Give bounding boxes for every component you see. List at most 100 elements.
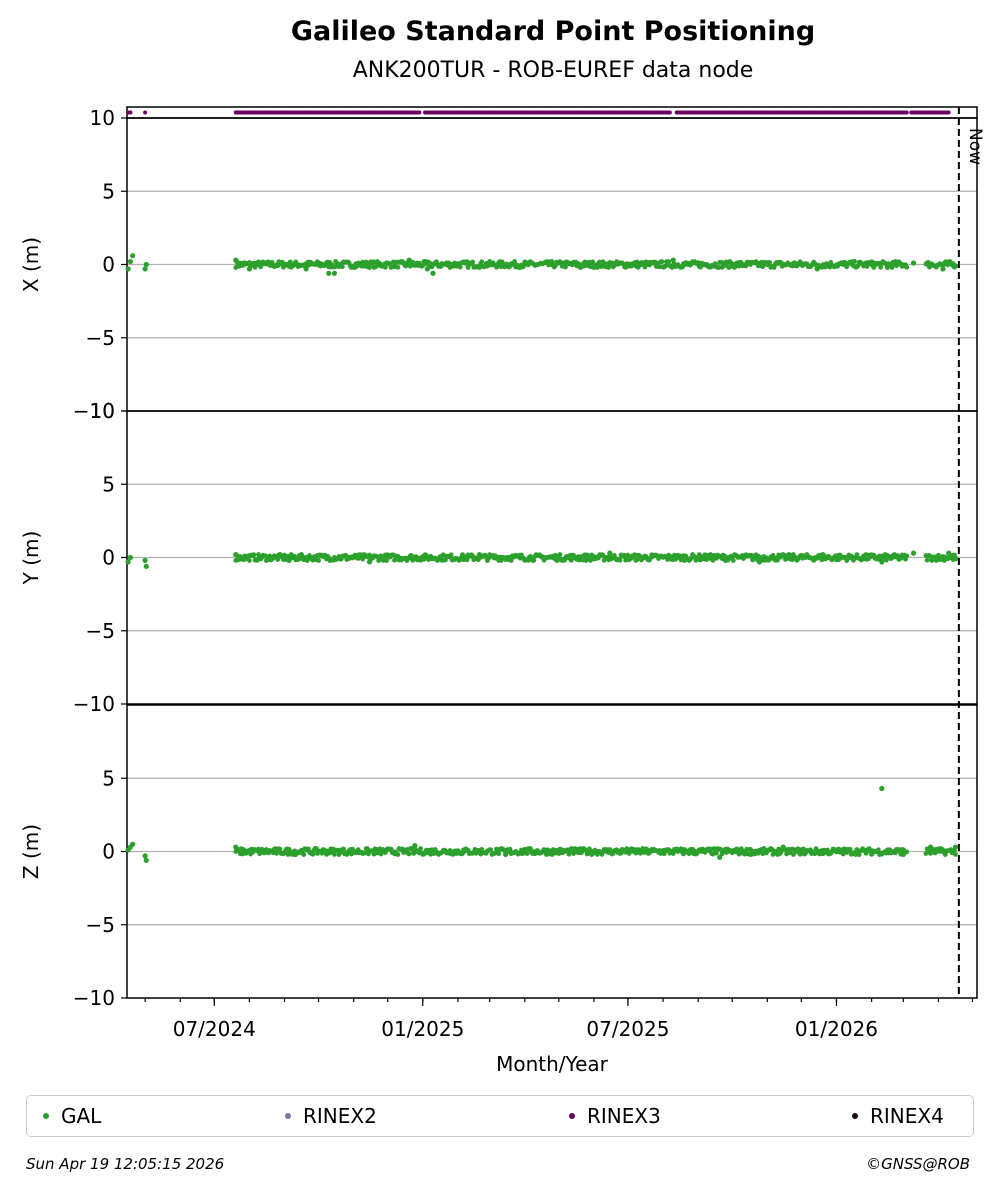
gal-point	[384, 558, 389, 563]
gal-point	[502, 851, 509, 858]
rinex3-point	[946, 110, 951, 115]
gal-point	[233, 844, 239, 850]
gal-point	[512, 259, 517, 264]
gal-point	[524, 851, 530, 856]
gal-point	[662, 263, 668, 269]
gal-point	[457, 264, 463, 270]
gal-point	[847, 846, 853, 852]
gal-point	[247, 558, 252, 563]
gal-point	[341, 846, 346, 852]
gal-point	[770, 553, 776, 558]
legend-label-rinex2: RINEX2	[303, 1104, 377, 1128]
legend-item-rinex3: RINEX3	[569, 1104, 661, 1128]
gal-point	[910, 550, 917, 556]
gal-point	[418, 846, 423, 851]
gal-point	[429, 847, 435, 853]
gal-point	[883, 557, 889, 563]
y-tick-label: 10	[90, 106, 115, 130]
gal-point	[879, 785, 885, 792]
gal-point	[406, 851, 412, 857]
rinex3-point	[667, 110, 672, 115]
gal-point	[143, 261, 149, 268]
gal-point	[331, 270, 337, 276]
gal-point	[274, 850, 279, 856]
chart-title: Galileo Standard Point Positioning	[290, 16, 816, 47]
gal-point	[617, 557, 623, 563]
x-tick-label: 01/2025	[381, 1017, 464, 1041]
gal-point	[125, 266, 131, 272]
gal-point	[549, 259, 555, 264]
gal-point	[666, 259, 672, 265]
rinex3-point	[417, 110, 422, 115]
gal-point	[251, 552, 257, 558]
legend-marker-rinex2	[285, 1113, 291, 1119]
gal-point	[488, 847, 494, 853]
gal-point	[946, 550, 952, 556]
gal-point	[659, 259, 665, 265]
gal-point	[953, 851, 958, 857]
gal-point	[443, 557, 448, 563]
gal-point	[448, 552, 454, 558]
y-tick-label: −10	[73, 399, 115, 423]
gal-point	[791, 852, 796, 857]
gal-point	[952, 263, 959, 269]
legend-item-rinex2: RINEX2	[285, 1104, 377, 1128]
gal-point	[421, 557, 427, 562]
legend-marker-rinex3	[569, 1113, 575, 1119]
y-tick-label: −10	[73, 692, 115, 716]
gal-point	[910, 260, 917, 266]
gal-point	[275, 557, 281, 563]
gal-point	[127, 554, 133, 561]
y-tick-label: −5	[86, 619, 115, 643]
gal-point	[465, 265, 471, 270]
gal-point	[127, 258, 133, 265]
gal-point	[878, 264, 884, 270]
gal-point	[557, 552, 563, 557]
y-axis-label: X (m)	[19, 237, 43, 292]
legend: GAL RINEX2 RINEX3 RINEX4	[26, 1095, 974, 1137]
gal-point	[717, 854, 723, 860]
rinex3-point	[904, 110, 909, 115]
y-tick-label: 0	[102, 253, 115, 277]
gal-point	[884, 264, 891, 271]
gal-point	[856, 852, 862, 857]
gal-point	[395, 264, 401, 270]
gal-point	[301, 852, 307, 857]
gal-point	[430, 270, 436, 276]
gal-point	[900, 851, 906, 858]
x-axis-label: Month/Year	[496, 1052, 609, 1076]
gal-point	[286, 557, 292, 564]
footer-copyright: ©GNSS@ROB	[866, 1155, 970, 1173]
gal-point	[624, 846, 630, 852]
gal-point	[670, 257, 676, 263]
gal-point	[143, 563, 149, 569]
gal-point	[634, 557, 640, 563]
gal-point	[796, 847, 802, 852]
gal-point	[496, 851, 502, 857]
legend-label-gal: GAL	[61, 1104, 102, 1128]
y-tick-label: −5	[86, 326, 115, 350]
gal-point	[607, 550, 613, 556]
y-tick-label: 10	[90, 399, 115, 423]
y-tick-label: −5	[86, 913, 115, 937]
legend-label-rinex3: RINEX3	[587, 1104, 661, 1128]
gal-point	[942, 852, 948, 857]
legend-label-rinex4: RINEX4	[870, 1104, 944, 1128]
gal-point	[142, 853, 148, 859]
gal-point	[820, 551, 826, 558]
gal-point	[470, 259, 476, 265]
y-tick-label: 5	[102, 766, 115, 790]
gal-point	[775, 557, 780, 563]
gal-point	[303, 266, 309, 272]
legend-marker-gal	[43, 1113, 49, 1119]
gal-point	[531, 557, 537, 563]
rinex3-point	[128, 110, 133, 115]
x-tick-label: 07/2025	[586, 1017, 669, 1041]
gal-point	[952, 556, 959, 562]
gal-point	[233, 257, 239, 263]
gal-point	[904, 553, 910, 559]
chart-subtitle: ANK200TUR - ROB-EUREF data node	[352, 58, 754, 83]
gal-point	[412, 843, 418, 849]
gal-point	[507, 846, 513, 852]
